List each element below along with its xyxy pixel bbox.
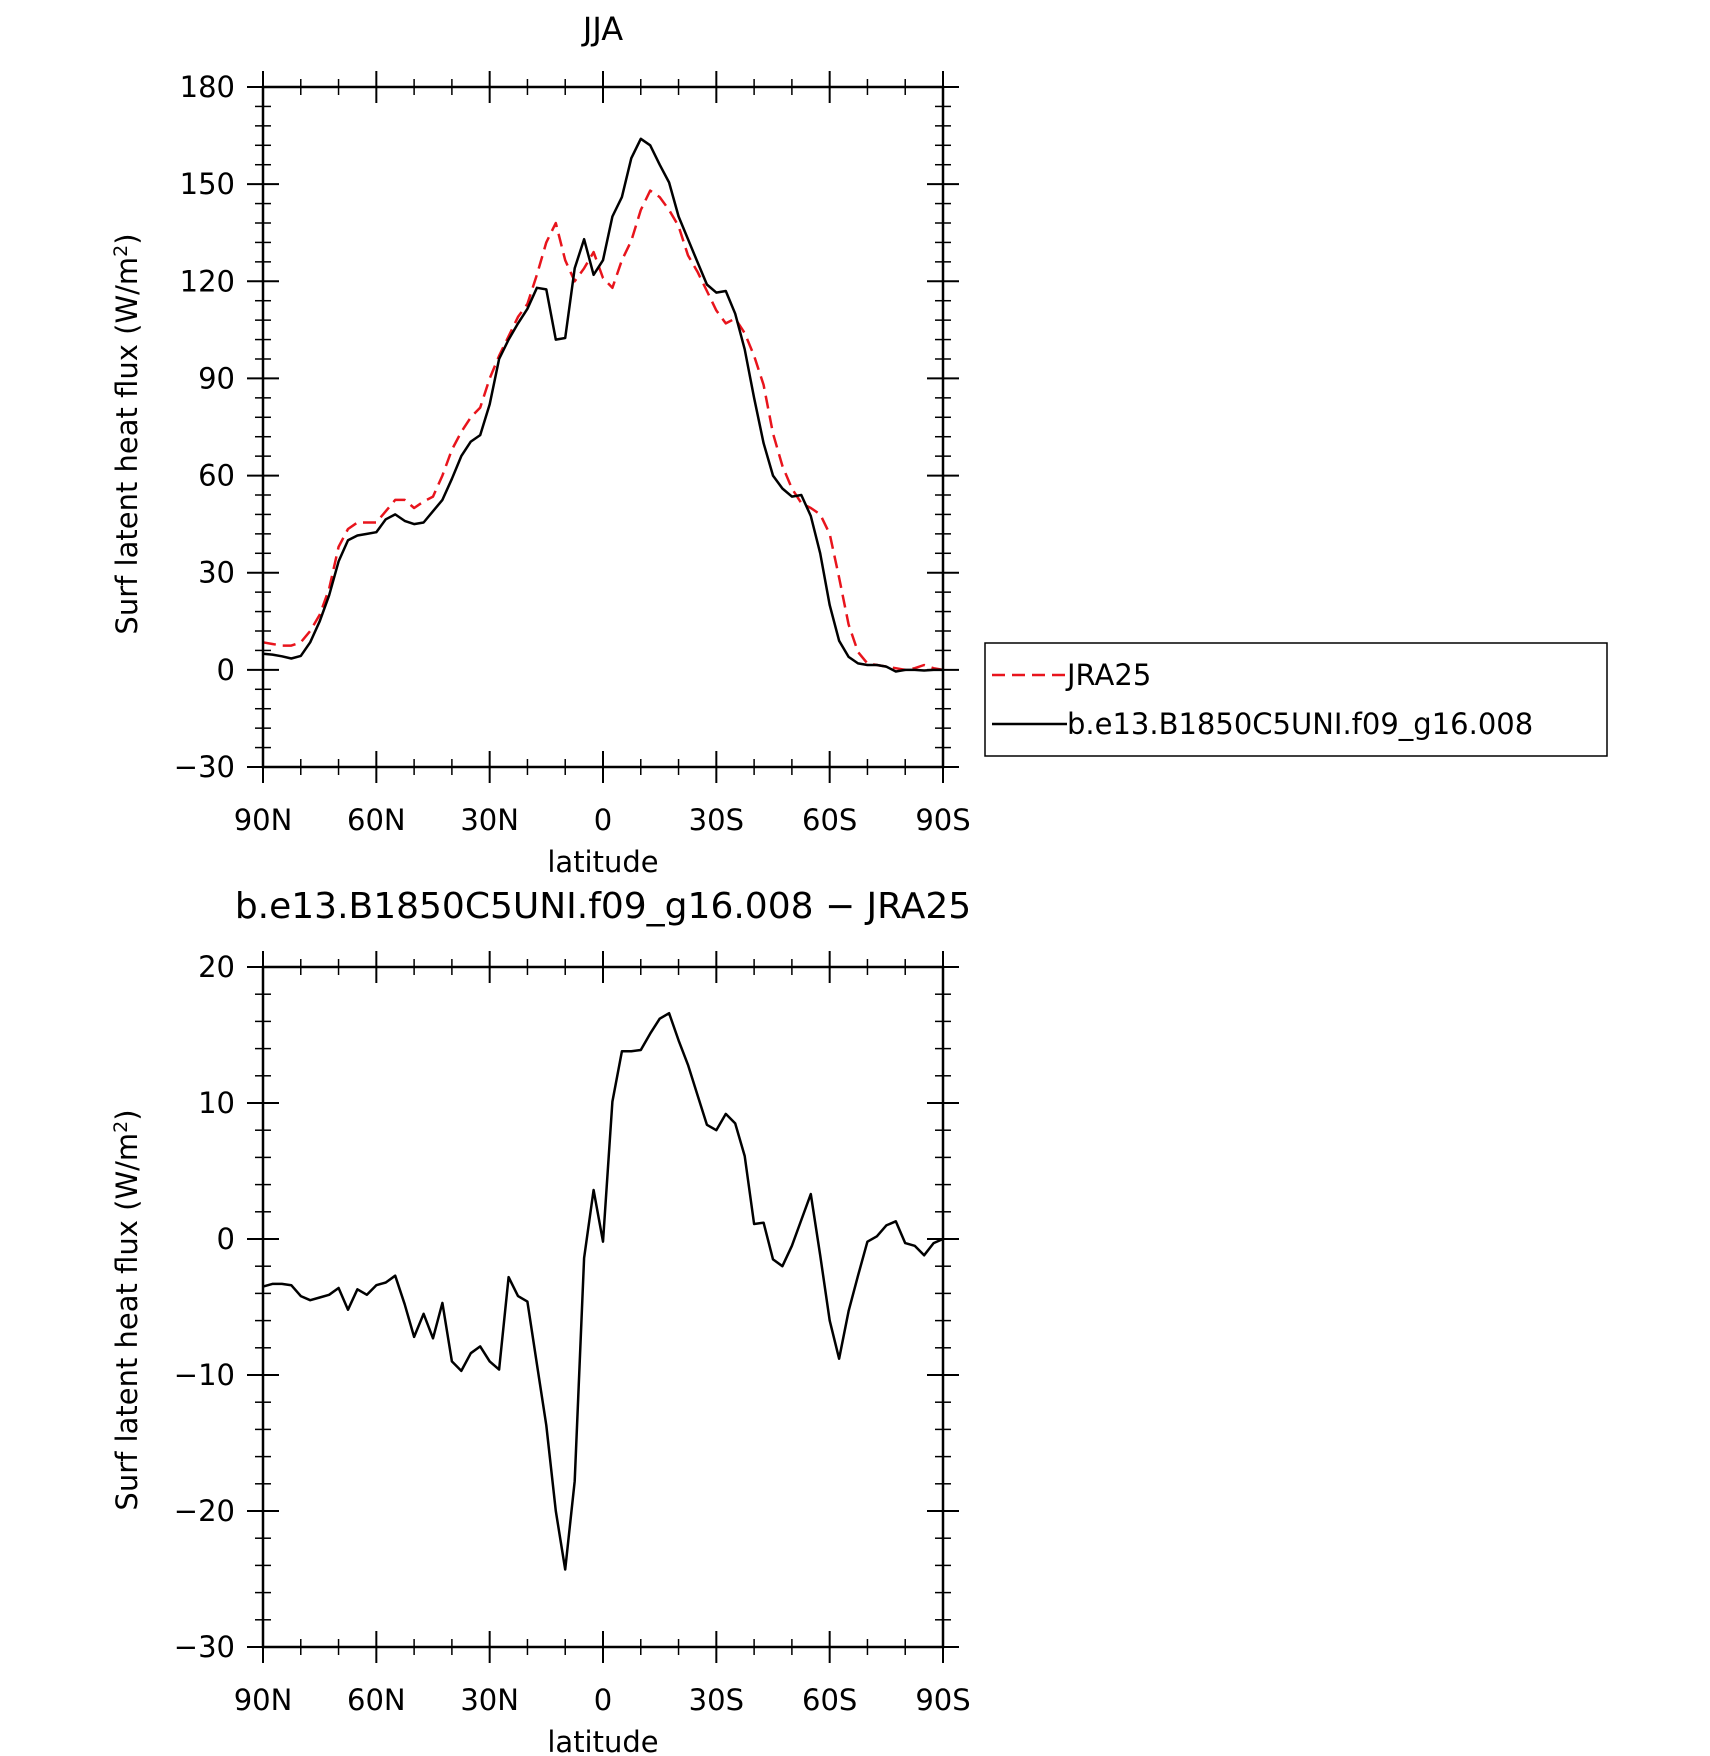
y-axis-label-close: ) (110, 233, 144, 244)
y-tick-label: 180 (180, 70, 235, 104)
plot-frame (261, 85, 945, 769)
y-axis-label-close: ) (110, 1109, 144, 1120)
y-tick-label: −30 (174, 750, 235, 784)
y-tick-label: 90 (198, 361, 235, 395)
legend-label-jra25: JRA25 (1065, 658, 1151, 692)
y-tick-label: 0 (217, 653, 235, 687)
x-tick-label: 90N (234, 1683, 293, 1717)
x-tick-label: 30S (689, 803, 744, 837)
y-tick-label: 30 (198, 556, 235, 590)
series-lines (262, 1011, 944, 1571)
y-tick-label: 150 (180, 167, 235, 201)
panel-bottom: b.e13.B1850C5UNI.f09_g16.008 − JRA25 lat… (110, 886, 971, 1756)
y-axis-label-main: Surf latent heat flux (W/m (110, 1133, 144, 1511)
plot-frame (261, 965, 945, 1649)
y-tick-label: −10 (174, 1358, 235, 1392)
x-tick-label: 90S (915, 1683, 970, 1717)
x-tick-label: 60S (802, 1683, 857, 1717)
y-tick-label: 120 (180, 264, 235, 298)
y-tick-label: −20 (174, 1494, 235, 1528)
series-line-b-e13-b1850c5uni-f09-g16-008 (262, 137, 943, 673)
x-tick-label: 30N (460, 803, 519, 837)
legend: JRA25 b.e13.B1850C5UNI.f09_g16.008 (984, 642, 1608, 757)
y-tick-label: 10 (198, 1086, 235, 1120)
series-line-jra25 (262, 189, 944, 672)
x-tick-label: 60N (347, 1683, 406, 1717)
x-tick-label: 30S (689, 1683, 744, 1717)
x-tick-label: 0 (594, 803, 612, 837)
y-tick-label: 20 (198, 950, 235, 984)
difference-line (262, 1011, 944, 1571)
x-tick-label: 30N (460, 1683, 519, 1717)
y-axis-label-superscript: 2 (110, 1121, 132, 1133)
y-axis-label-superscript: 2 (110, 245, 132, 257)
x-tick-label: 0 (594, 1683, 612, 1717)
x-tick-label: 60N (347, 803, 406, 837)
series-lines (262, 137, 944, 673)
y-axis-label: Surf latent heat flux (W/m2) (110, 233, 144, 634)
x-axis-label: latitude (547, 1725, 658, 1756)
x-tick-label: 90S (915, 803, 970, 837)
x-tick-label: 90N (234, 803, 293, 837)
legend-box (984, 642, 1608, 757)
y-axis-label: Surf latent heat flux (W/m2) (110, 1109, 144, 1510)
tick-marks: −30 0 30 60 90 120 150 180 90N 60N 30N 0 30S 60S 90S (174, 70, 971, 837)
legend-label-model: b.e13.B1850C5UNI.f09_g16.008 (1067, 707, 1533, 741)
y-tick-label: 0 (217, 1222, 235, 1256)
panel-top: JJA latitude Surf latent heat flux (W/m2… (110, 10, 971, 879)
x-tick-label: 60S (802, 803, 857, 837)
y-tick-label: 60 (198, 459, 235, 493)
chart-title: JJA (581, 10, 623, 48)
y-axis-label-main: Surf latent heat flux (W/m (110, 257, 144, 635)
y-tick-label: −30 (174, 1630, 235, 1664)
tick-marks: −30 −20 −10 0 10 20 90N 60N 30N 0 30S 60S 90S (174, 950, 971, 1717)
chart-title: b.e13.B1850C5UNI.f09_g16.008 − JRA25 (235, 886, 971, 927)
x-axis-label: latitude (547, 845, 658, 879)
